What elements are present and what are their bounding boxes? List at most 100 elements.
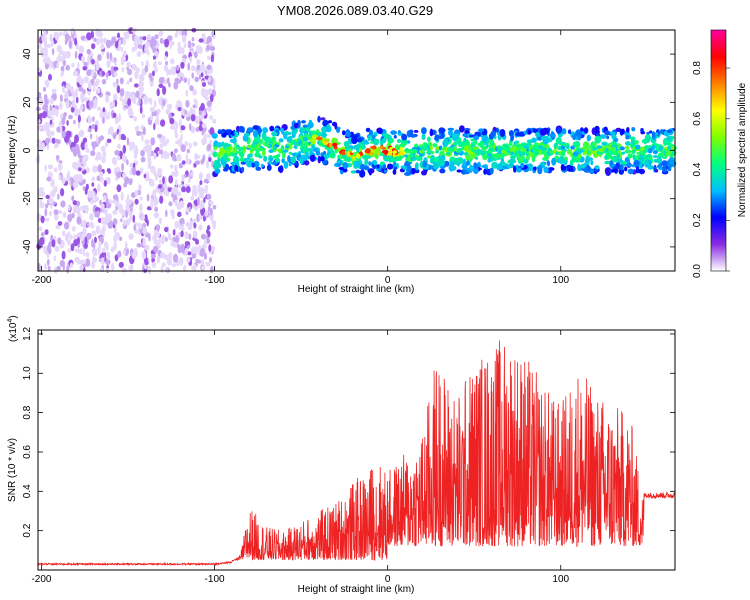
spectrogram-cell — [170, 209, 175, 217]
spectrogram-cell — [138, 184, 142, 192]
spectrogram-cell — [116, 32, 121, 39]
spectrogram-cell — [170, 164, 174, 169]
spectrogram-cell — [113, 66, 119, 71]
spectrogram-x-tick-label: 100 — [552, 275, 569, 286]
spectrogram-cell — [151, 257, 155, 264]
spectrogram-cell — [102, 107, 106, 113]
spectrogram-cell — [165, 191, 170, 197]
spectrogram-cell — [307, 121, 314, 129]
spectrogram-cell — [70, 234, 73, 241]
spectrogram-cell — [346, 145, 351, 150]
spectrogram-cell — [105, 251, 111, 260]
spectrogram-cell — [158, 217, 163, 225]
spectrogram-cell — [449, 156, 456, 162]
spectrogram-cell — [85, 258, 91, 267]
spectrogram-cell — [473, 162, 478, 169]
spectrogram-cell — [117, 250, 122, 258]
snr-y-tick-label: 1.2 — [22, 327, 33, 341]
spectrogram-cell — [387, 151, 392, 156]
spectrogram-cell — [102, 247, 106, 253]
spectrogram-cell — [301, 120, 306, 124]
spectrogram-cell — [195, 258, 199, 264]
spectrogram-cell — [508, 130, 514, 137]
spectrogram-cell — [43, 29, 47, 37]
spectrogram-cell — [54, 144, 58, 149]
spectrogram-cell — [368, 168, 373, 176]
spectrogram-cell — [146, 219, 149, 227]
spectrogram-cell — [92, 248, 98, 257]
spectrogram-cell — [242, 145, 247, 154]
spectrogram-cell — [172, 229, 176, 236]
spectrogram-cell — [401, 133, 408, 141]
spectrogram-cell — [193, 98, 197, 104]
spectrogram-cell — [184, 232, 190, 240]
spectrogram-cell — [204, 209, 209, 217]
spectrogram-cell — [619, 163, 624, 171]
spectrogram-cell — [45, 79, 50, 88]
spectrogram-cell — [57, 162, 63, 172]
spectrogram-cell — [166, 68, 169, 76]
spectrogram-cell — [44, 229, 49, 235]
spectrogram-cell — [233, 131, 239, 138]
spectrogram-cell — [128, 178, 133, 186]
spectrogram-cell — [51, 188, 56, 198]
spectrogram-cell — [193, 231, 197, 239]
colorbar-gradient — [711, 30, 726, 271]
spectrogram-cell — [499, 146, 502, 152]
spectrogram-cell — [331, 121, 337, 127]
spectrogram-cell — [203, 178, 209, 184]
spectrogram-cell — [291, 152, 297, 156]
spectrogram-cell — [171, 188, 174, 194]
spectrogram-cell — [116, 166, 120, 173]
spectrogram-cell — [185, 221, 190, 227]
spectrogram-cell — [54, 245, 60, 252]
spectrogram-cell — [201, 265, 206, 271]
spectrogram-cell — [345, 156, 353, 163]
spectrogram-cell — [209, 127, 215, 136]
spectrogram-cell — [567, 149, 571, 153]
spectrogram-cell — [473, 139, 478, 146]
spectrogram-cell — [405, 147, 409, 152]
spectrogram-cell — [244, 132, 250, 137]
spectrogram-cell — [632, 149, 637, 153]
spectrogram-cell — [278, 138, 284, 143]
spectrogram-cell — [159, 195, 164, 204]
spectrogram-cell — [74, 110, 80, 117]
spectrogram-cell — [144, 139, 150, 145]
spectrogram-cell — [201, 259, 205, 265]
snr-x-label: Height of straight line (km) — [298, 584, 415, 595]
spectrogram-cell — [345, 131, 351, 138]
spectrogram-cell — [520, 162, 525, 169]
spectrogram-cell — [134, 83, 139, 88]
spectrogram-cell — [59, 260, 65, 267]
spectrogram-cell — [154, 206, 159, 212]
spectrogram-cell — [178, 257, 184, 266]
spectrogram-cell — [87, 116, 92, 124]
snr-line — [38, 340, 675, 567]
spectrogram-cell — [74, 256, 79, 263]
spectrogram-cell — [134, 70, 139, 80]
spectrogram-cell — [217, 144, 222, 148]
spectrogram-cell — [71, 146, 76, 153]
spectrogram-cell — [194, 51, 198, 59]
spectrogram-cell — [49, 210, 52, 217]
spectrogram-cell — [90, 150, 96, 157]
spectrogram-cell — [160, 266, 164, 274]
spectrogram-cell — [66, 120, 69, 126]
spectrogram-cell — [96, 134, 99, 144]
spectrogram-cell — [180, 125, 186, 131]
spectrogram-cell — [606, 135, 610, 140]
spectrogram-cell — [161, 105, 164, 110]
spectrogram-cell — [268, 149, 274, 154]
spectrogram-cell — [372, 134, 376, 139]
spectrogram-cell — [411, 148, 418, 154]
spectrogram-cell — [285, 131, 292, 136]
spectrogram-cell — [632, 154, 636, 161]
spectrogram-cell — [205, 186, 208, 194]
spectrogram-cell — [157, 184, 163, 189]
spectrogram-cell — [82, 66, 88, 71]
spectrogram-cell — [56, 265, 61, 271]
spectrogram-cell — [90, 199, 95, 205]
spectrogram-cell — [197, 46, 203, 55]
spectrogram-cell — [152, 55, 156, 60]
